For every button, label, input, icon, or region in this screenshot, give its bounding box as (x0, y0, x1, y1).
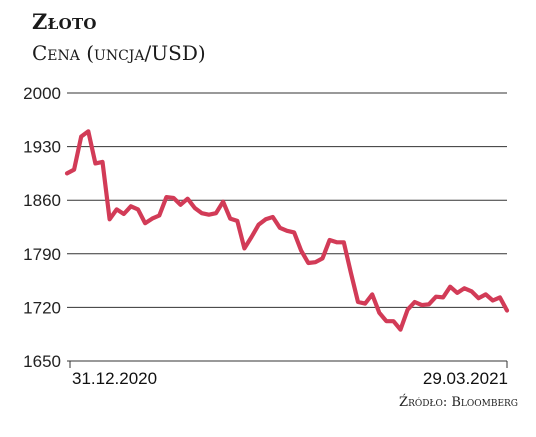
y-tick-label-1930: 1930 (23, 138, 61, 157)
x-tick-label-start: 31.12.2020 (72, 369, 157, 388)
x-tick-label-end: 29.03.2021 (423, 369, 508, 388)
chart-title: Złoto (32, 9, 97, 34)
y-tick-label-1860: 1860 (23, 191, 61, 210)
source-note: Źródło: Bloomberg (399, 395, 518, 410)
chart-subtitle: Cena (uncja/USD) (32, 41, 206, 65)
series-line-0 (64, 129, 510, 332)
y-tick-label-1790: 1790 (23, 245, 61, 264)
y-tick-label-1720: 1720 (23, 298, 61, 317)
y-tick-label-1650: 1650 (23, 352, 61, 371)
y-tick-label-2000: 2000 (23, 84, 61, 103)
